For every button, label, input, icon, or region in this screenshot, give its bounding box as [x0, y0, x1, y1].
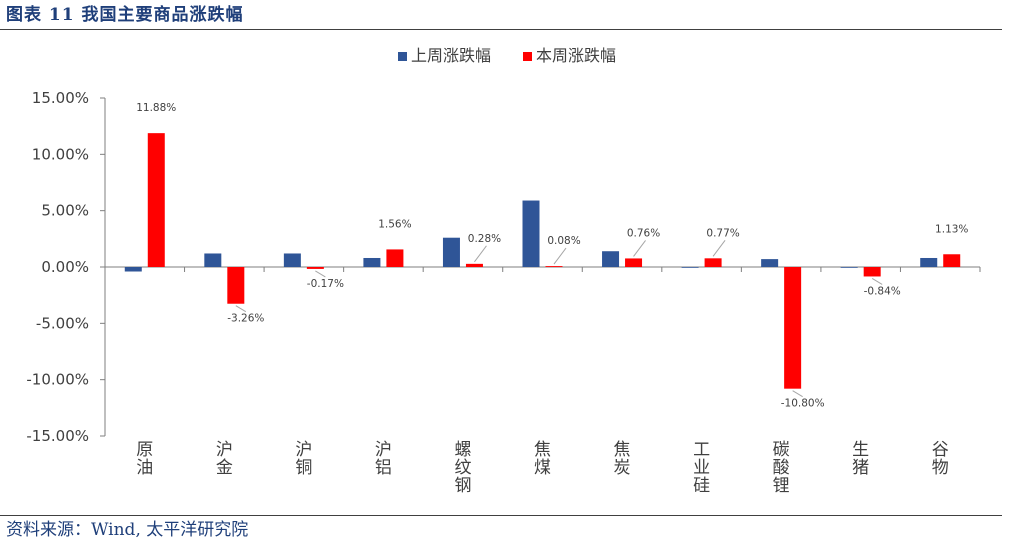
- category-label: 焦煤: [534, 440, 551, 478]
- data-label: 0.76%: [627, 227, 660, 239]
- bar-last-week: [602, 251, 620, 267]
- bar-this-week: [625, 258, 643, 267]
- y-tick-label: 10.00%: [32, 145, 89, 163]
- legend-swatch: [523, 52, 532, 61]
- y-tick-label: -5.00%: [36, 314, 89, 332]
- y-tick-label: 0.00%: [41, 258, 89, 276]
- bar-this-week: [704, 258, 722, 267]
- bar-last-week: [283, 253, 301, 267]
- bar-this-week: [863, 267, 881, 277]
- category-label: 焦炭: [614, 440, 631, 478]
- leader-line: [474, 245, 487, 263]
- figure-title: 图表 11 我国主要商品涨跌幅: [6, 5, 244, 25]
- data-label: 0.77%: [706, 227, 739, 239]
- category-labels: 原油 沪金 沪铜 沪铝 螺纹钢 焦煤 焦炭 工业硅 碳酸锂 生猪 谷物: [136, 440, 948, 496]
- category-label: 碳酸锂: [773, 440, 790, 496]
- legend-label: 本周涨跌幅: [536, 46, 616, 65]
- bar-last-week: [363, 257, 381, 267]
- bar-this-week: [545, 266, 563, 267]
- bar-last-week: [522, 200, 540, 267]
- category-label: 工业硅: [693, 440, 710, 496]
- y-tick-label: -15.00%: [26, 427, 89, 445]
- data-label: 1.56%: [378, 218, 411, 230]
- source-note: 资料来源：Wind, 太平洋研究院: [6, 520, 249, 540]
- category-label: 谷物: [932, 440, 949, 478]
- bar-this-week: [227, 267, 245, 304]
- bar-last-week: [920, 257, 938, 267]
- bar-this-week: [465, 263, 483, 267]
- data-labels: 11.88% -3.26% -0.17% 1.56% 0.28% 0.08% 0.76% 0.…: [136, 102, 968, 410]
- data-label: 0.08%: [547, 235, 580, 247]
- bar-last-week: [681, 267, 699, 268]
- bar-this-week: [147, 133, 165, 267]
- leader-line: [235, 305, 247, 313]
- bar-last-week: [204, 253, 222, 267]
- bar-this-week: [386, 249, 404, 267]
- y-tick-label: -10.00%: [26, 371, 89, 389]
- category-label: 生猪: [852, 440, 869, 478]
- data-label: 1.13%: [935, 223, 968, 235]
- leader-line: [633, 240, 646, 257]
- leader-line: [315, 270, 326, 278]
- leader-line: [553, 247, 567, 265]
- category-label: 螺纹钢: [454, 440, 471, 496]
- bar-this-week: [943, 254, 961, 267]
- bar-this-week: [784, 267, 802, 389]
- bar-last-week: [761, 259, 779, 267]
- y-axis: 15.00% 10.00% 5.00% 0.00% -5.00% -10.00% -15.0…: [26, 89, 981, 445]
- category-label: 沪铝: [375, 440, 392, 478]
- legend-label: 上周涨跌幅: [411, 46, 491, 65]
- data-label: -0.17%: [307, 278, 344, 290]
- data-label: 11.88%: [136, 102, 176, 114]
- bars: [124, 133, 961, 389]
- category-label: 沪金: [216, 440, 233, 478]
- leader-line: [871, 278, 883, 285]
- category-label: 沪铜: [295, 440, 312, 478]
- data-label: 0.28%: [468, 233, 501, 245]
- bar-this-week: [306, 267, 324, 269]
- data-label: -10.80%: [781, 398, 825, 410]
- data-label: -0.84%: [864, 285, 901, 297]
- source-divider: [0, 515, 1002, 516]
- legend-swatch: [398, 52, 407, 61]
- y-tick-label: 5.00%: [41, 202, 89, 220]
- y-tick-label: 15.00%: [32, 89, 89, 107]
- bar-chart: 上周涨跌幅 本周涨跌幅 15.00% 10.00% 5.00% 0.00% -5.00% -…: [26, 46, 981, 496]
- bar-last-week: [840, 267, 858, 268]
- category-label: 原油: [136, 440, 153, 478]
- leader-line: [712, 240, 726, 257]
- data-label: -3.26%: [227, 313, 264, 325]
- title-divider: [0, 29, 1002, 30]
- bar-last-week: [442, 237, 460, 267]
- legend: 上周涨跌幅 本周涨跌幅: [398, 46, 616, 65]
- leader-line: [792, 390, 803, 398]
- bar-last-week: [124, 267, 142, 272]
